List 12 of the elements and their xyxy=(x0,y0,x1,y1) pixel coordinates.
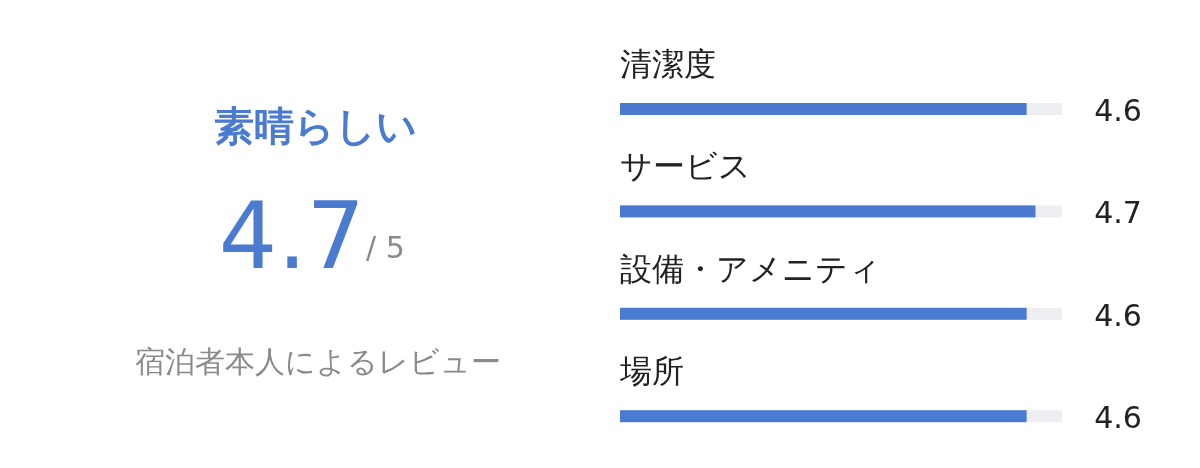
y-tick-label: サービス xyxy=(620,147,751,186)
y-tick-label: 清潔度 xyxy=(620,45,716,83)
text: 4.7 xyxy=(218,183,366,290)
y-tick-label: 設備・アメニティ xyxy=(620,249,881,288)
data-label: 4.6 xyxy=(1094,297,1142,333)
data-label: 4.6 xyxy=(1094,400,1142,436)
text: 宿泊者本人によるレビュー xyxy=(135,344,501,379)
data-label: 4.7 xyxy=(1094,195,1142,231)
text: / 5 xyxy=(366,230,405,265)
data-label: 4.6 xyxy=(1094,93,1142,128)
y-tick-label: 場所 xyxy=(619,352,684,391)
text: 素晴らしい xyxy=(213,103,417,149)
